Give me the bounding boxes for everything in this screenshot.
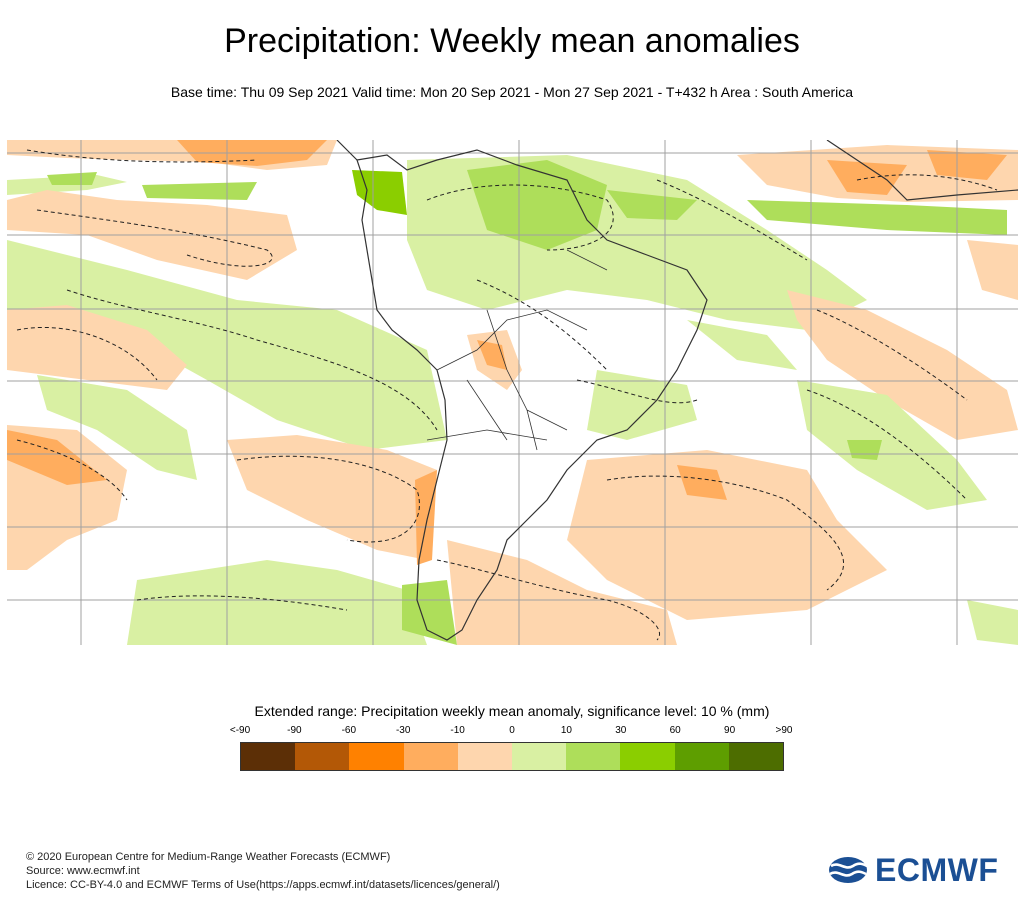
region-dry-light xyxy=(567,450,887,620)
chart-title: Precipitation: Weekly mean anomalies xyxy=(224,22,800,60)
region-wet-light xyxy=(587,370,697,440)
legend-tick-label: 90 xyxy=(724,725,736,736)
region-wet-medium xyxy=(467,160,607,250)
footer-licence: Licence: CC-BY-4.0 and ECMWF Terms of Us… xyxy=(26,879,500,891)
region-dry-light xyxy=(7,305,187,390)
legend-ticks: <-90 -90 -60 -30 -10 0 10 30 60 90 >90 xyxy=(230,725,793,737)
region-wet-light xyxy=(127,560,427,645)
legend-swatch xyxy=(674,743,729,770)
region-wet-medium xyxy=(142,182,257,200)
footer: © 2020 European Centre for Medium-Range … xyxy=(26,850,500,892)
legend-swatch xyxy=(457,743,513,770)
footer-copyright: © 2020 European Centre for Medium-Range … xyxy=(26,851,391,863)
region-dry-light xyxy=(967,240,1018,300)
legend-swatch xyxy=(512,743,567,770)
ecmwf-logo: ECMWF xyxy=(827,852,998,888)
region-dry-light xyxy=(787,290,1018,440)
region-wet-strong xyxy=(352,170,407,215)
legend-swatch xyxy=(728,743,784,770)
region-wet-light xyxy=(797,380,987,510)
legend-tick-label: -10 xyxy=(450,725,465,736)
legend-tick-label: -30 xyxy=(395,725,411,736)
anomaly-regions xyxy=(7,140,1018,645)
region-wet-medium xyxy=(47,172,97,185)
precipitation-anomaly-map xyxy=(7,140,1018,645)
region-dry-light xyxy=(447,540,677,645)
legend-swatch xyxy=(349,743,404,770)
region-wet-medium xyxy=(747,200,1007,235)
region-wet-light xyxy=(967,600,1018,645)
legend-tick-label: -60 xyxy=(341,725,357,736)
ecmwf-logo-text: ECMWF xyxy=(875,851,999,888)
chart-subtitle: Base time: Thu 09 Sep 2021 Valid time: M… xyxy=(170,84,854,100)
region-dry-light xyxy=(227,435,437,560)
legend-tick-label: 0 xyxy=(509,725,515,736)
region-wet-medium xyxy=(607,190,697,220)
legend-tick-label: 10 xyxy=(560,725,572,736)
region-dry-medium xyxy=(827,160,907,195)
legend-title: Extended range: Precipitation weekly mea… xyxy=(254,703,770,719)
coastlines xyxy=(336,140,1018,641)
legend-tick-label: <-90 xyxy=(229,725,251,736)
legend-color-bar xyxy=(240,742,784,771)
north-america-coast xyxy=(826,140,1018,201)
legend-swatch xyxy=(295,743,350,770)
legend-tick-label: 30 xyxy=(615,725,627,736)
ecmwf-logo-icon xyxy=(829,857,868,883)
legend-tick-label: -90 xyxy=(287,725,302,736)
legend-tick-label: >90 xyxy=(775,725,793,736)
region-dry-medium xyxy=(927,150,1007,180)
central-america xyxy=(336,140,358,161)
legend-tick-label: 60 xyxy=(669,725,681,736)
region-wet-medium xyxy=(847,440,882,460)
south-america-outline xyxy=(356,149,708,641)
region-dry-medium xyxy=(415,470,437,565)
legend-swatch xyxy=(241,743,296,770)
significance-contours xyxy=(16,149,998,641)
country-borders xyxy=(426,249,608,451)
footer-source: Source: www.ecmwf.int xyxy=(26,865,140,877)
region-wet-medium xyxy=(402,580,457,645)
lat-lon-grid xyxy=(7,140,1018,645)
legend-swatch xyxy=(403,743,458,770)
region-dry-medium xyxy=(677,465,727,500)
region-wet-light xyxy=(687,320,797,370)
legend-swatch xyxy=(620,743,675,770)
legend-swatch xyxy=(566,743,621,770)
